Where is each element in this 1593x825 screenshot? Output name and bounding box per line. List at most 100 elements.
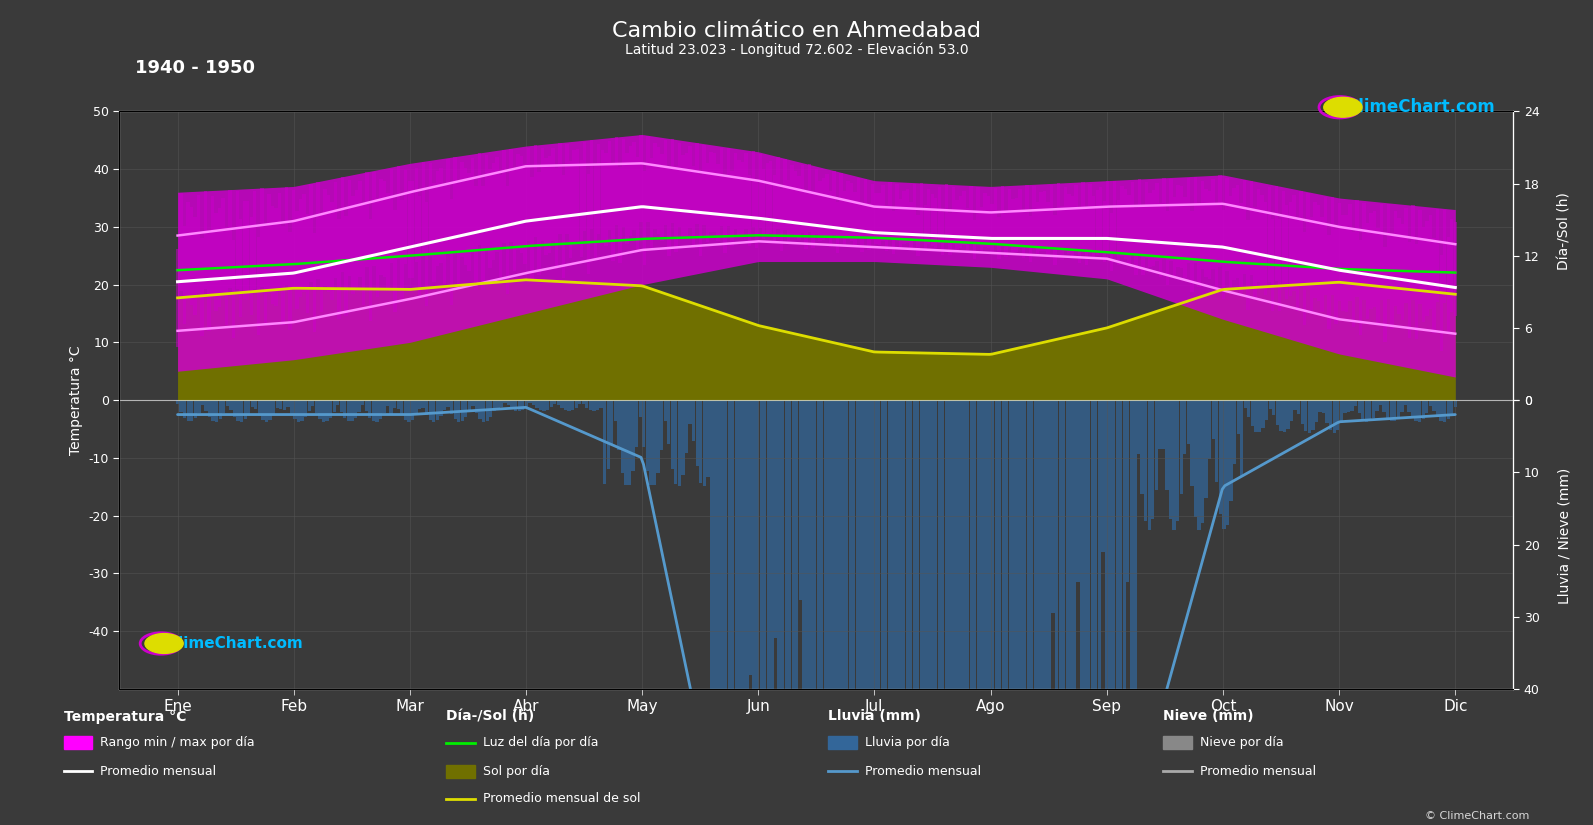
Bar (323, 189, 327, 285)
Bar (1337, 400, 1340, 430)
Bar (1360, 400, 1364, 418)
Bar (250, 400, 253, 407)
Bar (468, 400, 472, 410)
Bar (738, 160, 741, 235)
Bar (819, 181, 822, 242)
Bar (916, 215, 919, 256)
Bar (260, 188, 263, 286)
Bar (309, 184, 312, 281)
Bar (1246, 220, 1251, 310)
Text: Día-/Sol (h): Día-/Sol (h) (446, 710, 534, 724)
Bar (204, 191, 207, 289)
Bar (1048, 400, 1051, 754)
Bar (282, 400, 287, 410)
Bar (1005, 400, 1008, 825)
Bar (446, 400, 449, 407)
Text: ClimeChart.com: ClimeChart.com (167, 636, 303, 651)
Bar (965, 208, 969, 253)
Bar (422, 400, 425, 408)
Bar (215, 400, 218, 422)
Text: 1940 - 1950: 1940 - 1950 (135, 59, 255, 78)
Bar (1207, 400, 1211, 459)
Bar (387, 192, 390, 291)
Bar (180, 193, 183, 291)
Bar (1346, 400, 1351, 412)
Bar (524, 164, 527, 264)
Bar (1239, 203, 1243, 294)
Bar (408, 182, 411, 278)
Bar (784, 159, 787, 230)
Bar (304, 400, 307, 417)
Bar (871, 184, 875, 240)
Bar (546, 400, 550, 410)
Bar (1376, 228, 1380, 323)
Bar (342, 400, 346, 418)
Bar (190, 207, 193, 305)
Bar (1102, 200, 1106, 262)
Bar (292, 190, 295, 288)
Bar (518, 400, 521, 411)
Bar (1297, 400, 1300, 414)
Bar (624, 153, 629, 244)
Bar (250, 217, 253, 315)
Bar (983, 193, 986, 247)
Bar (1251, 182, 1254, 275)
Bar (481, 186, 484, 290)
Bar (386, 400, 389, 406)
Bar (758, 154, 761, 229)
Bar (556, 400, 561, 404)
Bar (1375, 400, 1378, 412)
Text: Promedio mensual: Promedio mensual (865, 765, 981, 778)
Bar (1045, 400, 1048, 825)
Bar (717, 400, 720, 825)
Bar (723, 177, 726, 252)
Bar (529, 400, 532, 403)
Bar (489, 400, 492, 417)
Bar (1129, 400, 1133, 783)
Bar (290, 400, 293, 413)
Bar (1137, 179, 1141, 255)
Bar (910, 400, 913, 825)
Bar (1117, 200, 1120, 265)
Text: Promedio mensual: Promedio mensual (1200, 765, 1316, 778)
Bar (691, 166, 695, 248)
Bar (1088, 184, 1091, 251)
Bar (1034, 400, 1037, 825)
Bar (1212, 400, 1215, 439)
Bar (341, 177, 344, 272)
Bar (500, 400, 503, 407)
Bar (452, 158, 457, 250)
Bar (1112, 400, 1115, 825)
Bar (994, 400, 997, 825)
Bar (1040, 400, 1043, 825)
Bar (988, 400, 991, 825)
Bar (261, 400, 264, 421)
Bar (1128, 196, 1131, 264)
Bar (336, 400, 339, 405)
Bar (1411, 205, 1415, 299)
Bar (1300, 400, 1305, 424)
Bar (258, 400, 261, 416)
Bar (1233, 400, 1236, 464)
Bar (1454, 400, 1458, 407)
Bar (647, 136, 650, 222)
Bar (1282, 400, 1286, 432)
Bar (639, 135, 642, 222)
Bar (945, 400, 948, 825)
Bar (742, 400, 746, 825)
Bar (1251, 400, 1254, 426)
Bar (457, 400, 460, 422)
Bar (916, 400, 919, 825)
Bar (1319, 400, 1322, 412)
Bar (825, 173, 828, 237)
Bar (688, 400, 691, 424)
Bar (379, 179, 382, 275)
Bar (781, 400, 784, 825)
Bar (1137, 400, 1141, 455)
Bar (650, 158, 653, 247)
Bar (247, 400, 250, 414)
Bar (870, 400, 873, 825)
Bar (636, 400, 639, 447)
Bar (190, 400, 193, 422)
Bar (667, 168, 671, 256)
